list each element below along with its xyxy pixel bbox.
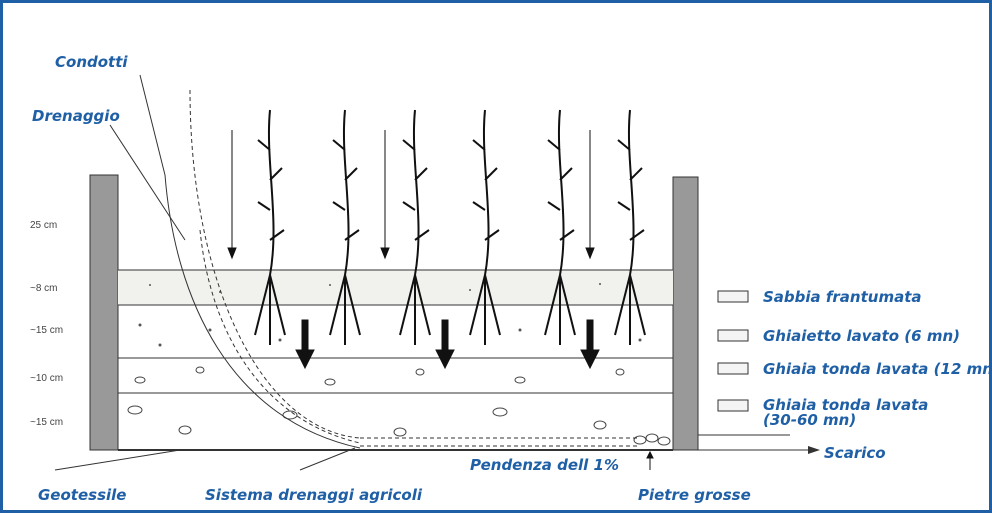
legend-label: (30-60 mn) <box>763 411 856 429</box>
legend-label: Ghiaia tonda lavata (12 mn <box>763 360 992 378</box>
legend-label: Ghiaia tonda lavata <box>763 396 928 414</box>
label: Scarico <box>824 444 886 462</box>
label: Pendenza dell 1% <box>470 456 619 474</box>
label: Sistema drenaggi agricoli <box>205 486 423 504</box>
label: Geotessile <box>38 486 126 504</box>
depth-label: ~15 cm <box>30 417 63 428</box>
label: Pietre grosse <box>638 486 751 504</box>
label: Condotti <box>55 53 128 71</box>
legend-swatches <box>717 290 749 412</box>
bed <box>89 174 820 454</box>
plants <box>254 109 646 345</box>
label: Drenaggio <box>32 107 120 125</box>
depth-label: ~10 cm <box>30 373 63 384</box>
arrows <box>227 130 654 470</box>
legend-label: Sabbia frantumata <box>763 288 922 306</box>
depth-label: 25 cm <box>30 220 57 231</box>
depth-label: ~15 cm <box>30 325 63 336</box>
drain-pipe <box>54 74 640 471</box>
legend-label: Ghiaietto lavato (6 mn) <box>763 327 960 345</box>
depth-label: ~8 cm <box>30 283 58 294</box>
